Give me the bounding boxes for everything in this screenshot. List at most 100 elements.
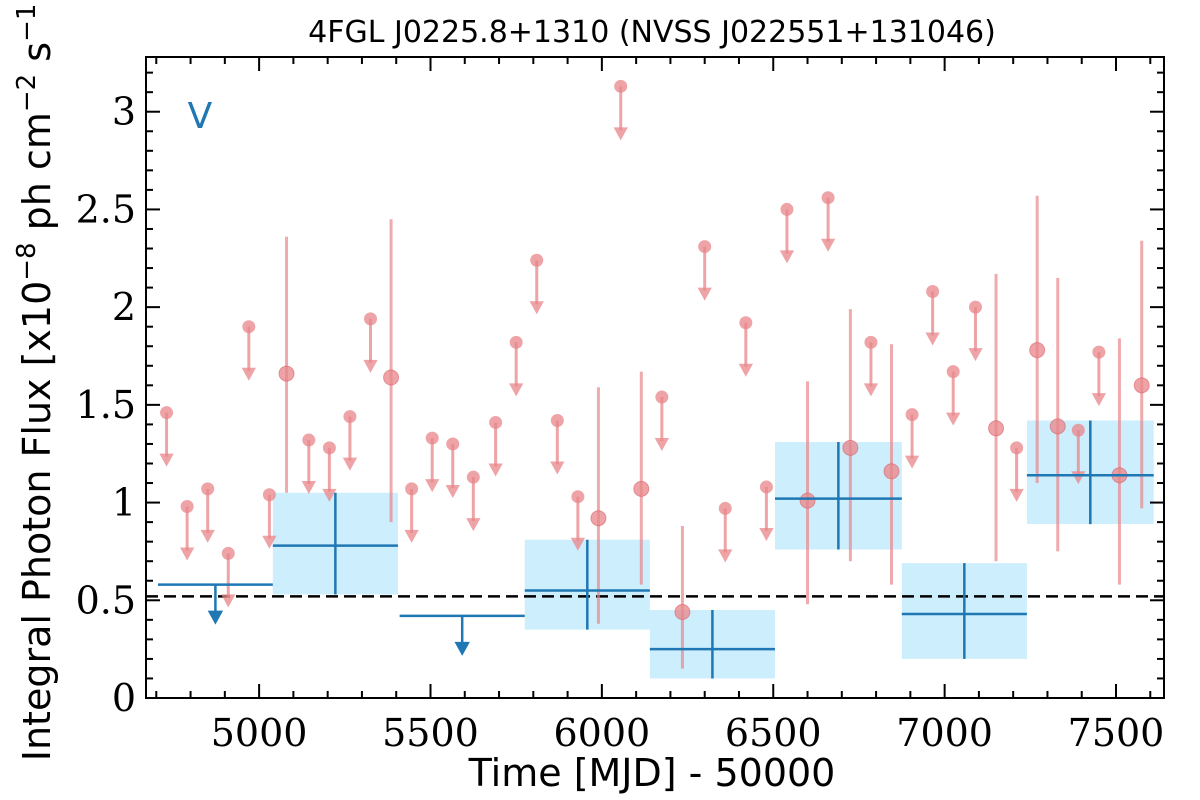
upper-limit-arrow-3 [200, 529, 215, 543]
x-axis-label: Time [MJD] - 50000 [468, 751, 836, 795]
upper-limit-arrow-24 [738, 363, 753, 377]
plot-area: 5000 5500 6000 6500 7000 7500 0 0.5 1 1.5 2 2.5 3 [76, 56, 1165, 755]
y-axis-label-exp3: −1 [12, 4, 42, 42]
long-upper-limit-arrow-2 [454, 641, 470, 656]
y-axis-label-mid2: s [15, 42, 59, 74]
upper-limit-point-20 [614, 79, 628, 93]
upper-limit-arrow-33 [1009, 488, 1024, 502]
y-tick-label-5: 2.5 [76, 187, 136, 231]
detection-point-1 [278, 365, 295, 382]
upper-limit-point-3 [201, 482, 215, 496]
upper-limit-arrow-31 [946, 412, 961, 426]
detection-point-7 [842, 439, 859, 456]
upper-limit-point-24 [739, 316, 753, 330]
upper-limit-point-26 [780, 202, 794, 216]
upper-limit-arrow-18 [550, 461, 565, 475]
upper-limit-point-18 [550, 413, 564, 427]
upper-limit-point-10 [364, 312, 378, 326]
upper-limit-point-28 [864, 335, 878, 349]
y-axis-label-end: ] [15, 0, 59, 4]
upper-limit-arrow-11 [404, 529, 419, 543]
upper-limit-arrow-4 [221, 594, 236, 608]
upper-limit-point-33 [1010, 441, 1024, 455]
upper-limit-arrow-1 [159, 453, 174, 467]
upper-limit-arrow-28 [863, 383, 879, 397]
upper-limit-arrow-2 [179, 547, 195, 561]
upper-limit-arrow-25 [759, 527, 774, 541]
upper-limit-point-30 [926, 285, 940, 299]
upper-limit-point-22 [698, 240, 712, 254]
detection-point-10 [1029, 342, 1046, 359]
upper-limit-point-16 [509, 335, 523, 349]
upper-limit-point-1 [160, 406, 174, 420]
upper-limit-arrow-29 [904, 455, 920, 469]
upper-limit-point-7 [302, 433, 316, 447]
upper-limit-point-15 [489, 415, 503, 429]
x-tick-label-7500: 7500 [1068, 711, 1165, 755]
upper-limit-point-9 [343, 410, 357, 424]
upper-limit-point-31 [946, 365, 960, 379]
upper-limit-arrow-32 [968, 348, 983, 362]
upper-limit-point-17 [530, 253, 544, 267]
upper-limit-point-19 [571, 490, 585, 504]
plot-frame [145, 56, 1165, 699]
upper-limit-arrow-12 [425, 479, 440, 493]
upper-limit-arrow-20 [613, 127, 628, 141]
upper-limit-arrow-35 [1091, 393, 1107, 407]
detection-point-4 [633, 480, 650, 497]
upper-limit-point-4 [221, 546, 235, 560]
upper-limit-arrow-15 [488, 463, 503, 477]
x-tick-label-6000: 6000 [554, 711, 651, 755]
upper-limit-point-6 [262, 488, 276, 502]
detection-point-3 [590, 510, 607, 527]
y-tick-label-1: 0.5 [76, 578, 136, 622]
upper-limit-point-13 [446, 437, 460, 451]
upper-limit-point-25 [759, 480, 773, 494]
upper-limit-point-8 [322, 441, 336, 455]
x-tick-label-5000: 5000 [211, 711, 308, 755]
x-tick-label-6500: 6500 [725, 711, 822, 755]
upper-limit-point-5 [242, 320, 256, 334]
x-tick-label-7000: 7000 [896, 711, 993, 755]
x-tick-label-5500: 5500 [382, 711, 479, 755]
detection-point-5 [674, 604, 691, 621]
upper-limit-arrow-6 [262, 535, 277, 549]
upper-limit-point-23 [718, 501, 732, 515]
upper-limit-arrow-16 [509, 383, 524, 397]
y-axis-label: Integral Photon Flux [x10−8 ph cm−2 s−1] [12, 0, 59, 761]
upper-limit-point-11 [405, 482, 419, 496]
upper-limit-arrow-19 [570, 537, 586, 551]
upper-limit-point-32 [968, 300, 982, 314]
detection-point-11 [1049, 418, 1066, 435]
long-upper-limit-arrow-1 [207, 610, 224, 625]
chart-title: 4FGL J0225.8+1310 (NVSS J022551+131046) [308, 15, 996, 50]
upper-limit-arrow-21 [654, 438, 670, 452]
upper-limit-point-2 [180, 499, 194, 513]
y-tick-label-4: 2 [112, 285, 136, 329]
detection-point-2 [383, 369, 400, 386]
upper-limit-arrow-7 [301, 481, 316, 495]
upper-limit-arrow-9 [342, 457, 358, 471]
y-axis-label-base: Integral Photon Flux [x10 [15, 281, 59, 762]
upper-limit-arrow-30 [925, 332, 940, 346]
detection-point-6 [799, 492, 816, 509]
detection-point-8 [883, 463, 900, 480]
upper-limit-arrow-26 [779, 250, 795, 264]
detection-point-9 [988, 420, 1005, 437]
upper-limit-point-29 [905, 408, 919, 422]
upper-limit-point-14 [466, 470, 480, 484]
upper-limit-point-35 [1092, 345, 1106, 359]
upper-limit-arrow-13 [445, 484, 460, 498]
y-tick-label-2: 1 [112, 481, 136, 525]
panel-tag: V [188, 96, 213, 137]
upper-limit-point-27 [821, 191, 835, 205]
y-axis-label-mid: ph cm [15, 112, 59, 242]
upper-limit-arrow-23 [718, 549, 733, 563]
y-tick-label-0: 0 [112, 676, 136, 720]
upper-limit-arrow-22 [697, 287, 712, 301]
upper-limit-arrow-10 [363, 359, 378, 373]
upper-limit-arrow-17 [529, 301, 544, 315]
upper-limit-point-12 [425, 431, 439, 445]
upper-limit-point-34 [1071, 423, 1085, 437]
